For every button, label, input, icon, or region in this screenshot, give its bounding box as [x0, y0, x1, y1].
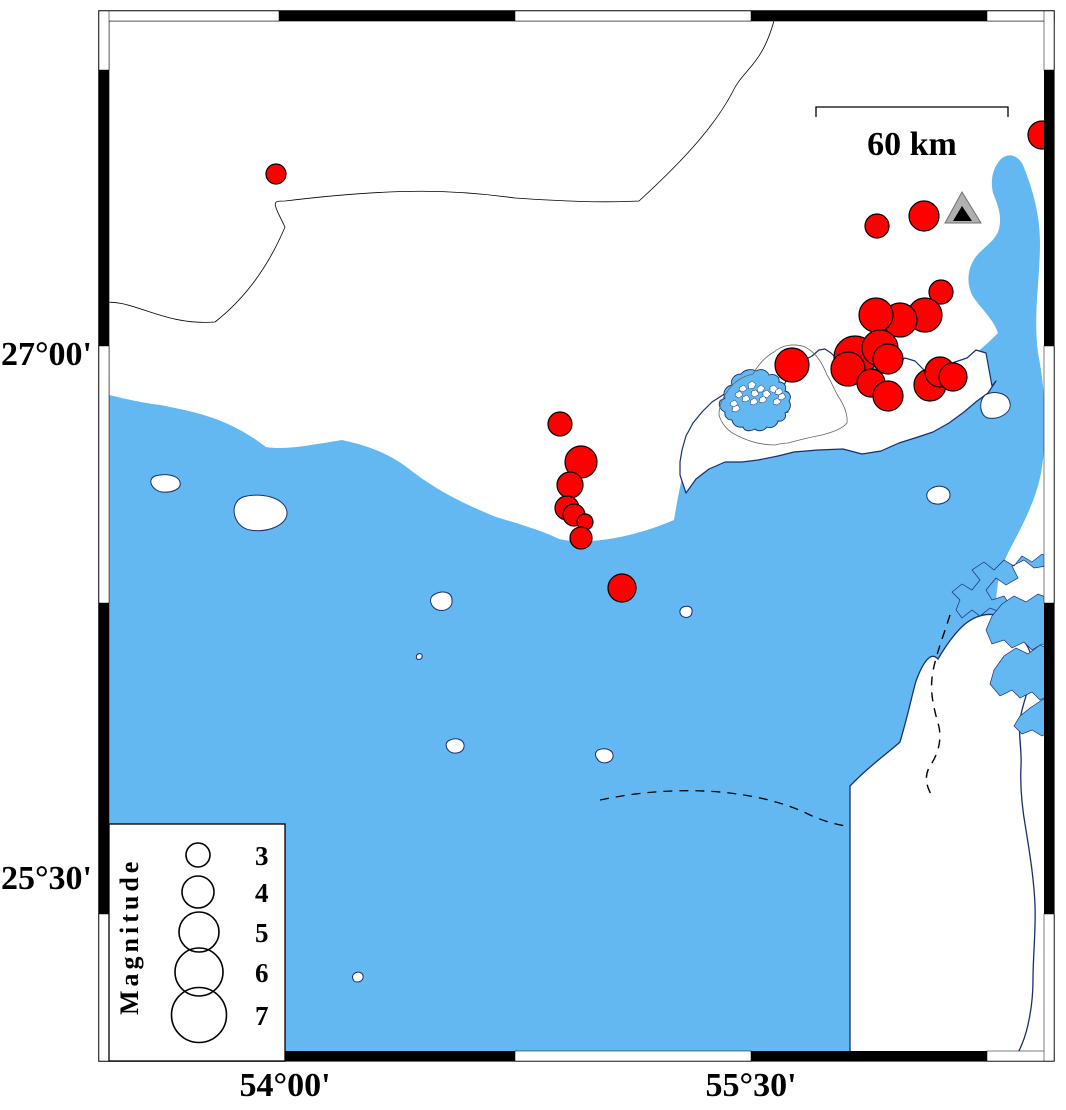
svg-text:60 km: 60 km: [867, 126, 957, 163]
svg-text:4: 4: [255, 878, 269, 908]
svg-text:Magnitude: Magnitude: [115, 858, 144, 1015]
svg-text:3: 3: [255, 841, 269, 871]
svg-text:25°30': 25°30': [1, 860, 92, 897]
svg-text:55°30': 55°30': [705, 1067, 796, 1104]
svg-text:5: 5: [255, 918, 269, 948]
svg-text:6: 6: [255, 958, 269, 988]
svg-text:27°00': 27°00': [1, 336, 92, 373]
svg-text:7: 7: [255, 1001, 269, 1031]
svg-text:54°00': 54°00': [239, 1067, 330, 1104]
